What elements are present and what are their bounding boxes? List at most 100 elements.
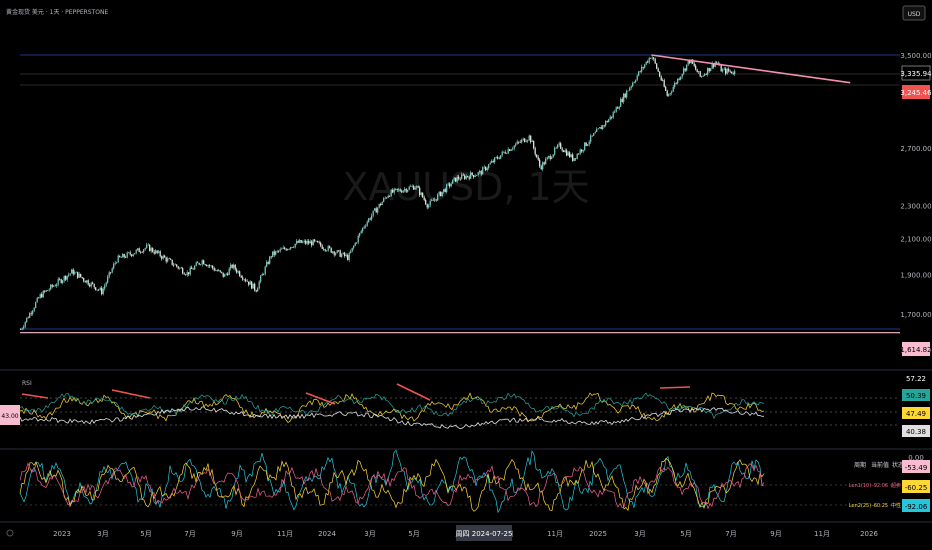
candle-body [647,61,649,63]
time-tick-label: 5月 [140,530,151,538]
candle-body [204,264,206,265]
candle-body [173,264,175,266]
candle-body [672,87,674,92]
candle-body [231,264,233,268]
candle-body [659,71,661,77]
osc-table-header-period: 周期 [854,461,866,469]
candle-body [609,116,611,120]
rsi-divergence-line [305,392,336,405]
candle-body [426,204,428,208]
candle-body [198,262,200,265]
candle-body [431,200,433,201]
candle-body [138,248,140,253]
candle-body [189,267,191,275]
candle-body [575,158,577,159]
candle-body [72,269,74,275]
rsi-line-teal [19,392,765,420]
candle-body [293,247,295,248]
candle-body [360,231,362,233]
candle-body [566,150,568,156]
candle-body [222,272,224,277]
candle-body [687,60,689,65]
candle-body [495,157,497,158]
candle-body [38,297,40,299]
candle-body [657,68,659,72]
candle-body [144,247,146,250]
crosshair-time-box [456,525,512,541]
time-axis: 20233月5月7月9月11月20243月5月9月11月20253月5月7月9月… [53,530,878,538]
chart-title: 黄金现货 美元 · 1天 · PEPPERSTONE [6,8,108,16]
rsi-axis-label-4: 40.38 [906,428,926,436]
rsi-axis-box-3 [902,407,930,419]
candle-body [299,240,301,243]
candle-body [581,149,583,152]
candle-body [267,262,269,264]
oscillator-series [19,449,765,514]
candle-body [591,135,593,137]
candle-body [401,191,403,193]
trendline[interactable] [651,54,851,84]
candle-body [378,203,380,208]
candle-body [225,273,227,275]
candle-body [681,73,683,77]
candle-body [126,252,128,258]
candle-body [249,281,251,285]
candle-body [357,235,359,243]
candle-body [389,195,391,197]
candle-body [251,281,253,289]
candle-body [669,93,671,95]
candle-body [438,191,440,195]
candle-body [626,90,628,98]
candle-body [500,155,502,159]
rsi-axis-box-4 [902,425,930,437]
candle-body [281,248,283,250]
candle-body [74,271,76,275]
candle-body [171,259,173,265]
candle-body [363,226,365,228]
candle-body [693,63,695,66]
candle-body [209,265,211,267]
candle-body [84,280,86,283]
candle-body [494,157,496,163]
candle-body [51,284,53,287]
osc-axis-top: 0.00 [908,454,924,462]
candle-body [558,143,560,145]
candle-body [482,167,484,175]
candle-body [186,272,188,275]
candle-body [102,288,104,295]
candle-body [384,197,386,199]
price-tick-label: 1,700.00 [900,311,931,319]
candle-body [465,175,467,179]
candle-body [159,251,161,257]
osc-badge-2 [902,480,930,493]
candle-body [677,78,679,84]
osc-line-yellow [19,457,765,512]
settings-icon[interactable] [6,529,14,537]
candle-body [734,71,736,75]
candle-body [215,270,217,271]
candle-body [107,276,109,283]
candle-body [710,68,712,72]
candle-body [708,67,710,72]
candle-body [362,227,364,232]
candle-body [560,143,562,149]
osc-row2-value: -60.25 [872,503,888,509]
candle-body [296,241,298,244]
candle-body [684,68,686,71]
candle-body [245,279,247,282]
currency-button[interactable] [902,5,926,21]
rsi-line-white [19,406,765,430]
candle-body [60,279,62,283]
candle-body [284,247,286,249]
candle-body [432,200,434,201]
candle-body [137,248,139,250]
candle-body [62,280,64,283]
candle-body [170,258,172,260]
candle-body [113,264,115,269]
candle-body [383,198,385,202]
time-tick-label: 2025 [589,530,607,538]
candle-body [699,71,701,77]
candle-body [512,148,514,150]
candle-body [290,247,292,249]
